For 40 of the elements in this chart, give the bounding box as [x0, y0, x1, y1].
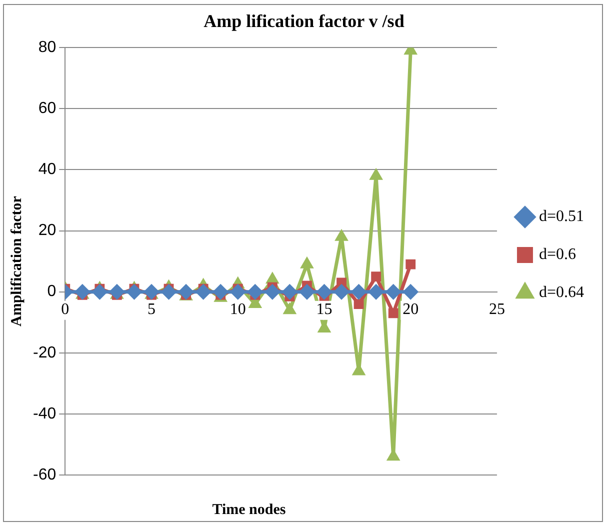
x-tick-label: 0 [61, 301, 70, 318]
point [212, 284, 229, 300]
point [126, 284, 142, 300]
y-tick-label: -20 [33, 344, 56, 362]
point [247, 284, 264, 300]
y-tick-label: -40 [33, 405, 56, 422]
y-tick-label: 60 [38, 100, 56, 118]
point [388, 308, 398, 318]
x-axis-title: Time nodes [211, 502, 287, 519]
point [334, 284, 350, 300]
y-tick-label: 0 [47, 283, 56, 300]
legend-label: d=0.6 [538, 246, 576, 264]
y-tick-label: 20 [38, 222, 56, 240]
point [368, 284, 384, 300]
point [406, 259, 416, 270]
point [92, 284, 108, 300]
point [282, 284, 298, 300]
legend-label: d=0.64 [538, 284, 584, 302]
point [385, 284, 402, 300]
point [178, 284, 194, 300]
y-tick-label: 80 [38, 39, 56, 56]
y-axis-title: Amplification factor [8, 196, 25, 326]
legend-label: d=0.51 [538, 208, 584, 226]
point [143, 284, 160, 300]
point [350, 284, 367, 300]
y-tick-label: 40 [38, 161, 56, 178]
point [298, 284, 315, 300]
y-tick-label: -60 [33, 466, 56, 484]
point [402, 284, 419, 300]
point [195, 284, 212, 300]
point [264, 284, 280, 300]
point [230, 284, 246, 300]
x-tick-label: 5 [147, 301, 156, 318]
chart-title: Amp lification factor v /sd [202, 11, 406, 32]
point [316, 284, 332, 300]
point [74, 284, 90, 300]
point [371, 272, 382, 282]
point [108, 284, 125, 300]
point [160, 284, 177, 300]
point [354, 299, 364, 309]
